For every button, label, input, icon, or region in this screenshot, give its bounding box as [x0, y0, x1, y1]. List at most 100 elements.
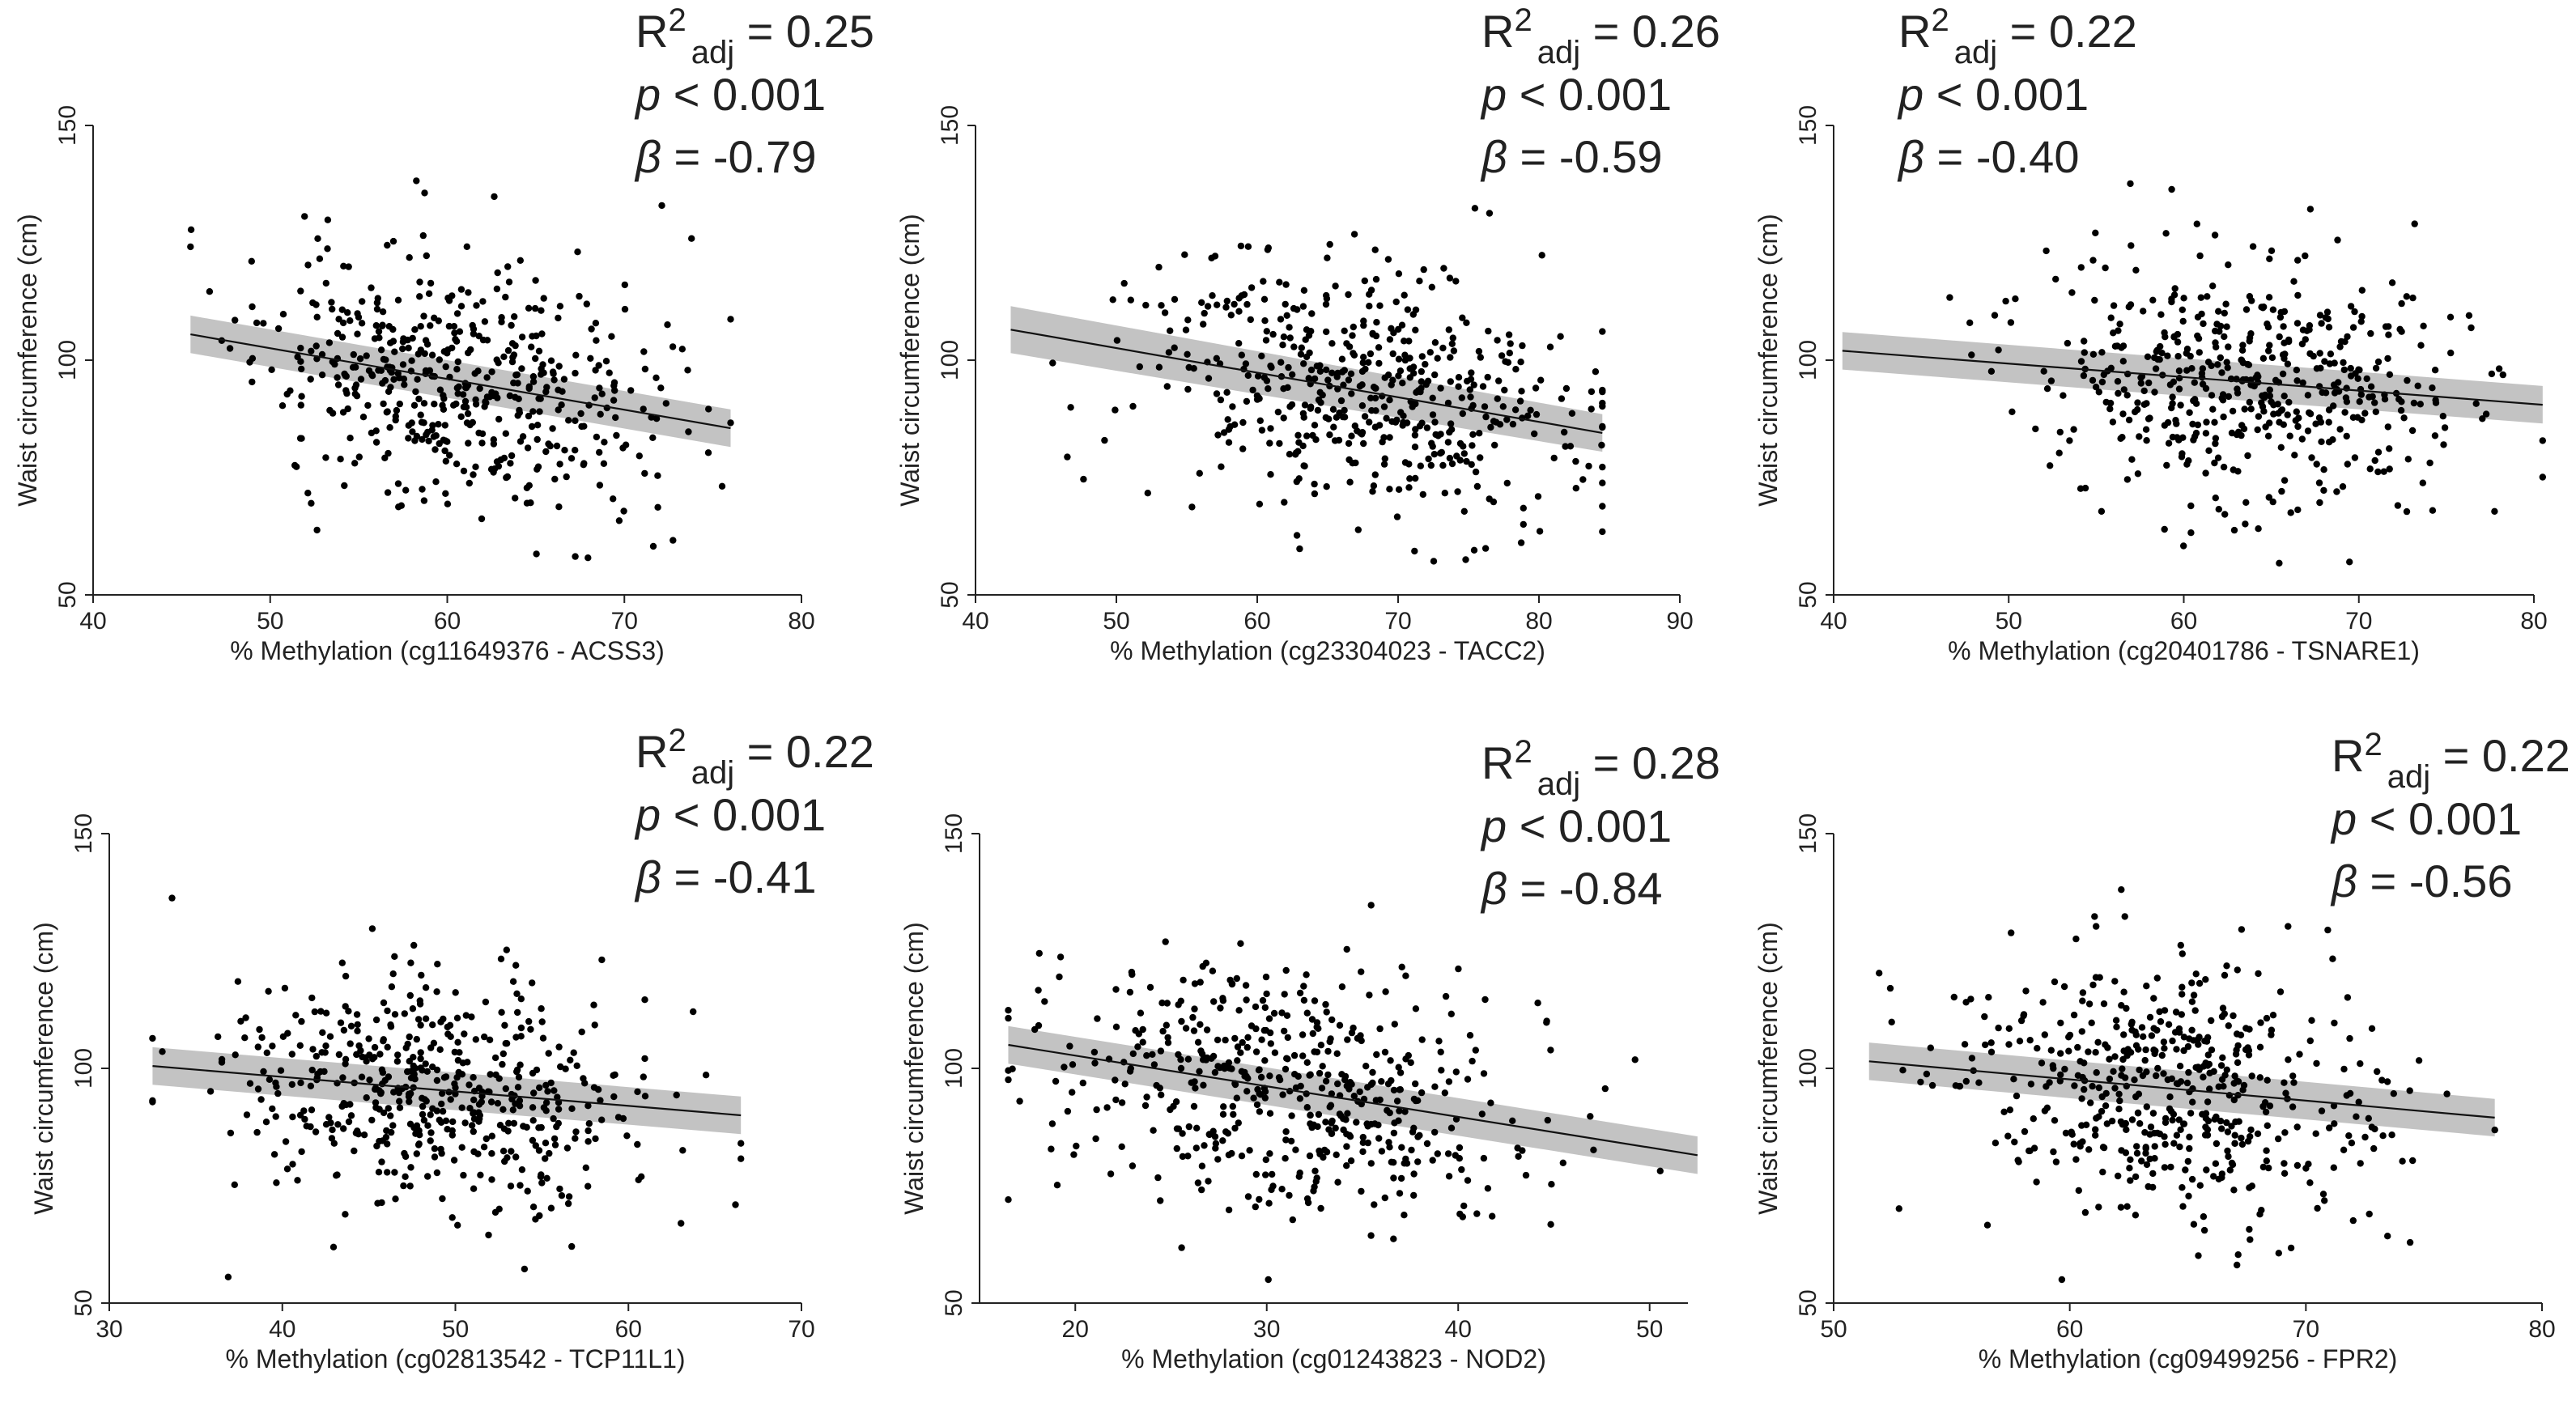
data-point [468, 1013, 475, 1021]
data-point [442, 363, 449, 371]
data-point [1405, 484, 1413, 491]
data-point [2089, 350, 2098, 358]
data-point [2403, 293, 2410, 300]
data-point [615, 517, 623, 524]
data-point [2345, 1132, 2353, 1140]
data-point [442, 490, 449, 497]
data-point [2277, 444, 2285, 451]
data-point [2133, 1149, 2141, 1157]
data-point [1222, 304, 1230, 311]
data-point [1277, 316, 1285, 323]
data-point [414, 376, 421, 383]
data-point [1158, 1000, 1166, 1007]
x-tick-label: 50 [257, 608, 283, 635]
data-point [1267, 1040, 1275, 1047]
data-point [2179, 983, 2186, 991]
data-point [2388, 279, 2396, 287]
data-point [2180, 1120, 2187, 1127]
data-point [402, 1173, 409, 1181]
x-tick-label: 50 [1820, 1316, 1847, 1343]
data-point [417, 411, 424, 418]
data-point [2093, 923, 2100, 930]
data-point [1328, 1119, 1335, 1127]
data-point [2397, 406, 2405, 414]
data-point [2333, 488, 2340, 495]
data-point [551, 475, 559, 483]
data-point [458, 1144, 465, 1151]
data-point [2358, 312, 2366, 321]
data-point [2169, 400, 2176, 407]
data-point [1518, 388, 1525, 395]
data-point [2202, 1110, 2210, 1117]
data-point [2234, 1251, 2242, 1259]
data-point [399, 361, 407, 368]
data-point [670, 537, 677, 544]
data-point [2331, 1019, 2338, 1027]
data-point [1419, 490, 1427, 499]
data-point [2085, 1048, 2092, 1055]
data-point [1332, 282, 1339, 290]
data-point [419, 1067, 426, 1074]
data-point [1517, 359, 1524, 366]
data-point [2204, 293, 2211, 300]
data-point [1073, 1142, 1080, 1150]
data-point [334, 329, 342, 338]
data-point [1184, 350, 1191, 358]
data-point [1294, 1072, 1302, 1080]
data-point [2075, 1187, 2082, 1195]
data-point [2161, 525, 2168, 533]
data-point [1209, 1052, 1218, 1060]
data-point [516, 438, 525, 445]
data-point [1431, 1083, 1439, 1090]
data-point [1411, 547, 1418, 555]
data-point [2202, 1059, 2209, 1067]
data-point [2239, 359, 2247, 367]
data-point [289, 1161, 296, 1168]
data-point [465, 439, 472, 447]
data-point [440, 436, 447, 444]
data-point [1220, 1103, 1227, 1110]
data-point [1296, 989, 1304, 997]
data-point [2344, 333, 2351, 341]
data-point [1360, 354, 1367, 361]
data-point [420, 497, 428, 504]
data-point [1252, 1170, 1260, 1178]
data-point [1341, 327, 1348, 334]
data-point [272, 1079, 279, 1087]
data-point [1184, 316, 1192, 324]
r2-symbol: R [635, 726, 668, 777]
data-point [2212, 435, 2220, 442]
data-point [1459, 314, 1466, 321]
data-point [1532, 384, 1540, 392]
data-point [1378, 1148, 1386, 1155]
data-point [1468, 461, 1475, 469]
data-point [2140, 308, 2147, 315]
data-point [419, 231, 427, 240]
data-point [2251, 382, 2258, 390]
data-point [2061, 1065, 2068, 1073]
data-point [1434, 354, 1441, 362]
data-point [294, 1177, 301, 1184]
data-point [1455, 965, 1462, 973]
data-point [249, 354, 257, 362]
data-point [1376, 302, 1384, 309]
data-point [2114, 378, 2122, 385]
data-point [531, 304, 539, 312]
data-point [1252, 1203, 1260, 1211]
data-point [313, 313, 321, 321]
data-point [1156, 1085, 1164, 1092]
data-point [2230, 1096, 2238, 1104]
data-point [1348, 390, 1355, 397]
data-point [592, 1135, 599, 1143]
data-point [2127, 1177, 2134, 1184]
data-point [2379, 1132, 2387, 1140]
data-point [407, 1074, 415, 1082]
data-point [346, 317, 354, 325]
data-point [544, 1088, 551, 1095]
data-point [2196, 979, 2204, 987]
data-point [1411, 431, 1419, 439]
data-point [565, 417, 572, 424]
data-point [538, 1179, 546, 1187]
data-point [1231, 421, 1239, 428]
data-point [641, 996, 648, 1004]
